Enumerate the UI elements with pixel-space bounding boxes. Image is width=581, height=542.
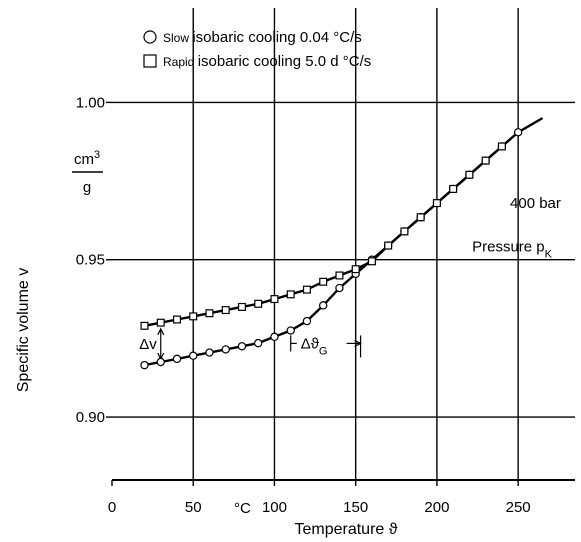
data-point-square [237,302,246,311]
data-point-circle [156,357,165,367]
data-point-circle [270,332,279,342]
delta-theta-label: ΔϑG [301,335,328,357]
x-tick-label: 200 [424,499,449,516]
data-point-square [319,277,328,286]
delta-v-arrow-up [157,327,165,336]
data-point-circle [335,283,344,293]
data-point-square [481,156,490,165]
y-tick-label: 0.95 [76,252,105,269]
data-point-square [221,306,230,315]
data-point-square [497,142,506,151]
data-point-square [335,271,344,280]
legend-marker-circle [143,30,157,44]
y-axis-title: Specific volume v [15,268,32,393]
legend-label-prefix: Slow [163,31,192,45]
legend-label-prefix: Rapid [163,55,198,69]
pressure-label: Pressure pK [472,239,553,261]
x-tick-label: 150 [343,499,368,516]
data-point-square [205,309,214,318]
ticks: 0 50 100 150 200 250 0.90 0.95 1.00 [76,94,531,516]
x-unit-label: °C [234,500,251,517]
data-point-square [172,315,181,324]
legend: Slow isobaric cooling 0.04 °C/s Rapid iso… [143,29,371,70]
data-point-square [351,265,360,274]
data-point-circle [140,360,149,370]
y-unit-numerator: cm3 [74,149,100,168]
grid [112,8,575,480]
data-point-circle [254,338,263,348]
data-point-square [465,170,474,179]
delta-theta-arrow [354,339,362,347]
data-point-square [302,285,311,294]
y-unit-denominator: g [83,179,91,196]
y-tick-label: 1.00 [76,94,105,111]
series-line-square [144,145,503,327]
data-point-square [156,318,165,327]
pressure-label-subscript: K [545,249,553,261]
data-point-square [286,290,295,299]
x-tick-label: 0 [108,499,116,516]
data-point-square [367,257,376,266]
legend-label: Rapid isobaric cooling 5.0 d °C/s [163,53,371,70]
y-tick-label: 0.90 [76,409,105,426]
data-point-circle [172,354,182,364]
pressure-label-text: Pressure p [472,239,545,256]
y-unit-numerator-base: cm [74,151,94,168]
series [140,117,544,370]
legend-marker-square [143,54,157,68]
data-point-circle [205,348,214,357]
data-point-square [140,321,149,330]
x-tick-label: 250 [506,499,531,516]
data-point-circle [318,301,328,310]
delta-v-label: Δv [139,336,157,353]
data-point-circle [221,345,230,354]
y-unit-numerator-exponent: 3 [94,149,100,161]
data-point-circle [189,351,198,360]
data-point-square [254,299,263,308]
data-point-square [432,199,441,208]
x-tick-label: 50 [185,499,202,516]
delta-theta-label-subscript: G [319,345,328,357]
data-point-square [400,227,409,236]
legend-label-text: isobaric cooling 0.04 °C/s [192,29,361,46]
data-point-circle [237,342,247,351]
pressure-value-label: 400 bar [510,195,561,212]
data-point-square [189,312,198,321]
x-axis-title: Temperature ϑ [294,521,397,538]
data-point-circle [513,128,523,137]
data-point-circle [286,326,295,335]
data-point-square [416,213,425,222]
delta-theta-label-text: Δϑ [301,335,320,352]
annotations: Pressure pK 400 bar Δv ΔϑG [139,195,561,361]
data-point-circle [302,316,312,326]
legend-label-text: isobaric cooling 5.0 d °C/s [198,53,372,70]
legend-label: Slow isobaric cooling 0.04 °C/s [163,29,362,46]
data-point-square [270,295,279,304]
x-tick-label: 100 [262,499,287,516]
data-point-square [449,184,458,193]
data-point-square [384,241,393,250]
